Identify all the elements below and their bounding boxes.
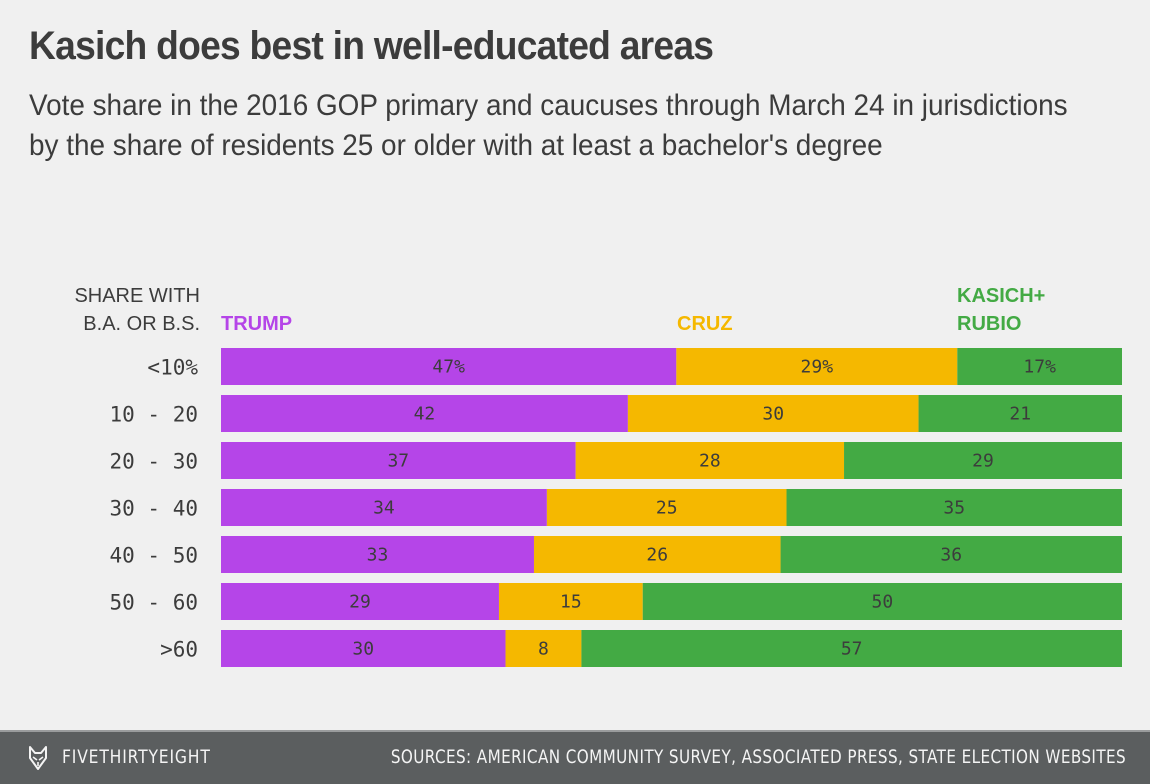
axis-label-line-2: B.A. OR B.S. [83, 313, 200, 335]
chart-subtitle: Vote share in the 2016 GOP primary and c… [29, 89, 1068, 162]
bar-segment-trump [221, 442, 576, 479]
bar-segment-cruz [498, 583, 643, 620]
stacked-bar-chart: <10% 47% 29% 17% 10 - 20 42 30 21 20 - 30 37 28 29 3… [109, 348, 1122, 667]
bar-segment-kasich-rubio [918, 395, 1122, 432]
data-label: 8 [538, 639, 549, 660]
category-label: 10 - 20 [109, 403, 198, 427]
data-label: 29 [349, 592, 371, 613]
category-label: 20 - 30 [109, 450, 198, 474]
category-label: 50 - 60 [109, 591, 198, 615]
data-label: 42 [414, 404, 436, 425]
legend-kasich-rubio-line-2: RUBIO [957, 313, 1022, 335]
data-label: 34 [373, 498, 395, 519]
data-label: 36 [940, 545, 962, 566]
data-label: 50 [872, 592, 894, 613]
bar-segment-cruz [676, 348, 958, 385]
bar-segment-trump [221, 395, 628, 432]
data-label: 30 [762, 404, 784, 425]
bar-segment-cruz [533, 536, 781, 573]
bar-segment-trump [221, 630, 506, 667]
bar-segment-kasich-rubio [780, 536, 1122, 573]
data-label: 30 [352, 639, 374, 660]
data-label: 15 [560, 592, 582, 613]
data-label: 37 [387, 451, 409, 472]
data-label: 47% [432, 357, 465, 378]
footer-brand: FIVETHIRTYEIGHT [62, 746, 211, 768]
category-label: <10% [147, 356, 198, 380]
bar-segment-cruz [546, 489, 787, 526]
data-label: 28 [699, 451, 721, 472]
bar-segment-cruz [575, 442, 845, 479]
data-label: 29 [972, 451, 994, 472]
data-label: 57 [841, 639, 863, 660]
bar-segment-trump [221, 489, 547, 526]
bar-segment-kasich-rubio [957, 348, 1122, 385]
bar-segment-kasich-rubio [581, 630, 1122, 667]
fox-icon [29, 746, 47, 770]
category-label: 30 - 40 [109, 497, 198, 521]
bar-segment-trump [221, 583, 499, 620]
bar-segment-kasich-rubio [844, 442, 1122, 479]
bar-segment-kasich-rubio [786, 489, 1122, 526]
chart-title: Kasich does best in well-educated areas [29, 24, 714, 68]
data-label: 21 [1009, 404, 1031, 425]
data-label: 26 [646, 545, 668, 566]
bar-segment-cruz [627, 395, 919, 432]
data-label: 25 [656, 498, 678, 519]
data-label: 33 [367, 545, 389, 566]
bar-segment-kasich-rubio [642, 583, 1122, 620]
legend-trump: TRUMP [221, 313, 293, 335]
footer-source: SOURCES: AMERICAN COMMUNITY SURVEY, ASSO… [390, 746, 1126, 768]
bar-segment-trump [221, 348, 677, 385]
data-label: 29% [801, 357, 834, 378]
category-label: >60 [160, 638, 198, 662]
data-label: 35 [943, 498, 965, 519]
category-label: 40 - 50 [109, 544, 198, 568]
footer-bar: FIVETHIRTYEIGHT SOURCES: AMERICAN COMMUN… [0, 730, 1150, 784]
data-label: 17% [1023, 357, 1056, 378]
axis-label-line-1: SHARE WITH [74, 285, 200, 307]
bar-segment-cruz [505, 630, 582, 667]
bar-segment-trump [221, 536, 534, 573]
legend-cruz: CRUZ [677, 313, 733, 335]
legend-kasich-rubio-line-1: KASICH+ [957, 285, 1046, 307]
